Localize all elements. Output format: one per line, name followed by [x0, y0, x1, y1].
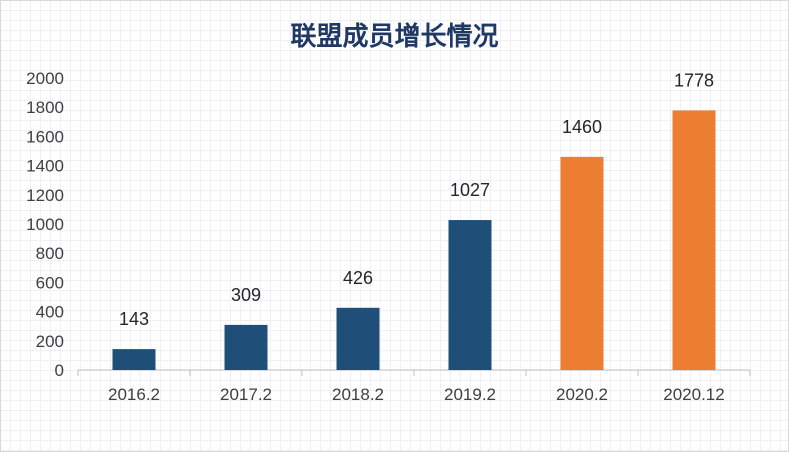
data-label: 1778 — [674, 70, 714, 90]
data-label: 309 — [231, 285, 261, 305]
x-tick-label: 2016.2 — [108, 385, 160, 404]
data-label: 426 — [343, 268, 373, 288]
y-tick-label: 200 — [36, 332, 64, 351]
y-tick-label: 1400 — [26, 157, 64, 176]
x-tick-label: 2020.2 — [556, 385, 608, 404]
bar — [672, 110, 716, 371]
data-label: 1027 — [450, 180, 490, 200]
y-tick-label: 1600 — [26, 127, 64, 146]
bar — [560, 156, 604, 370]
bar — [224, 324, 268, 370]
y-tick-label: 400 — [36, 303, 64, 322]
data-label: 1460 — [562, 117, 602, 137]
bar — [336, 307, 380, 370]
x-tick-label: 2019.2 — [444, 385, 496, 404]
x-tick-label: 2020.12 — [663, 385, 724, 404]
y-tick-label: 800 — [36, 244, 64, 263]
x-tick-label: 2018.2 — [332, 385, 384, 404]
y-tick-label: 1800 — [26, 98, 64, 117]
bar — [112, 349, 156, 370]
bar — [448, 220, 492, 370]
y-tick-label: 600 — [36, 273, 64, 292]
y-tick-label: 1000 — [26, 215, 64, 234]
chart-title: 联盟成员增长情况 — [290, 22, 499, 52]
y-tick-label: 2000 — [26, 69, 64, 88]
data-label: 143 — [119, 309, 149, 329]
x-tick-label: 2017.2 — [220, 385, 272, 404]
y-tick-label: 1200 — [26, 186, 64, 205]
y-tick-label: 0 — [55, 361, 64, 380]
